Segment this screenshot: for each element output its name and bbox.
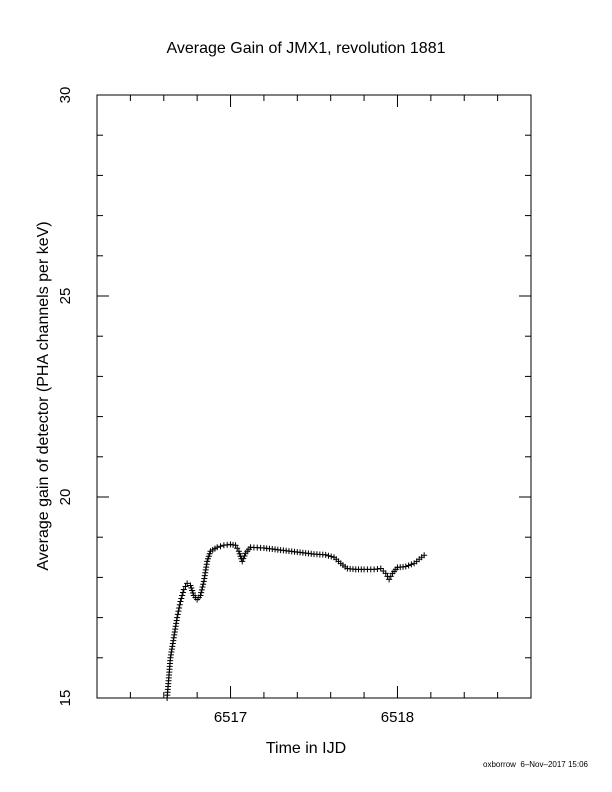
data-point-marker [184,580,191,587]
y-tick-label: 30 [57,87,74,104]
data-point-marker [421,552,428,559]
data-point-marker [240,555,247,562]
data-point-marker [174,611,181,618]
data-point-marker [402,563,409,570]
data-point-marker [198,589,205,596]
data-point-marker [232,542,239,549]
data-point-marker [205,553,212,560]
data-point-marker [405,562,412,569]
data-point-marker [175,608,182,615]
data-point-marker [217,543,224,550]
y-tick-label: 15 [57,690,74,707]
data-point-marker [178,595,185,602]
data-point-marker [241,552,248,559]
data-point-marker [176,601,183,608]
data-point-marker [198,586,205,593]
data-point-marker [328,553,335,560]
x-tick-label: 6517 [214,709,247,726]
data-point-marker [189,587,196,594]
data-point-marker [199,584,206,591]
data-point-marker [188,584,195,591]
data-point-marker [234,545,241,552]
y-axis-label: Average gain of detector (PHA channels p… [35,221,52,570]
data-point-marker [205,555,212,562]
x-axis-label: Time in IJD [266,740,346,757]
data-point-marker [179,592,186,599]
y-tick-label: 20 [57,489,74,506]
data-point-marker [239,558,246,565]
data-point-marker [322,551,329,558]
data-point-marker [187,582,194,589]
plot-frame [96,94,532,699]
data-point-marker [197,592,204,599]
y-tick-label: 25 [57,288,74,305]
data-point-marker [176,604,183,611]
data-point-marker [235,548,242,555]
data-point-marker [180,586,187,593]
data-point-marker [177,598,184,605]
data-point-marker [214,544,221,551]
data-point-marker [179,589,186,596]
x-tick-label: 6518 [381,709,414,726]
data-point-marker [408,561,415,568]
data-point-marker [200,581,207,588]
data-point-marker [386,576,393,583]
data-point-marker [387,573,394,580]
chart-title: Average Gain of JMX1, revolution 1881 [167,40,446,57]
data-point-marker [236,550,243,557]
data-point-marker [174,614,181,621]
data-point-marker [325,552,332,559]
data-point-marker [382,570,389,577]
data-point-marker [189,589,196,596]
data-point-marker [204,558,211,565]
data-point-marker [206,550,213,557]
footer-credit: oxborrow 6–Nov–2017 15:06 [483,760,588,769]
data-point-marker [182,583,189,590]
